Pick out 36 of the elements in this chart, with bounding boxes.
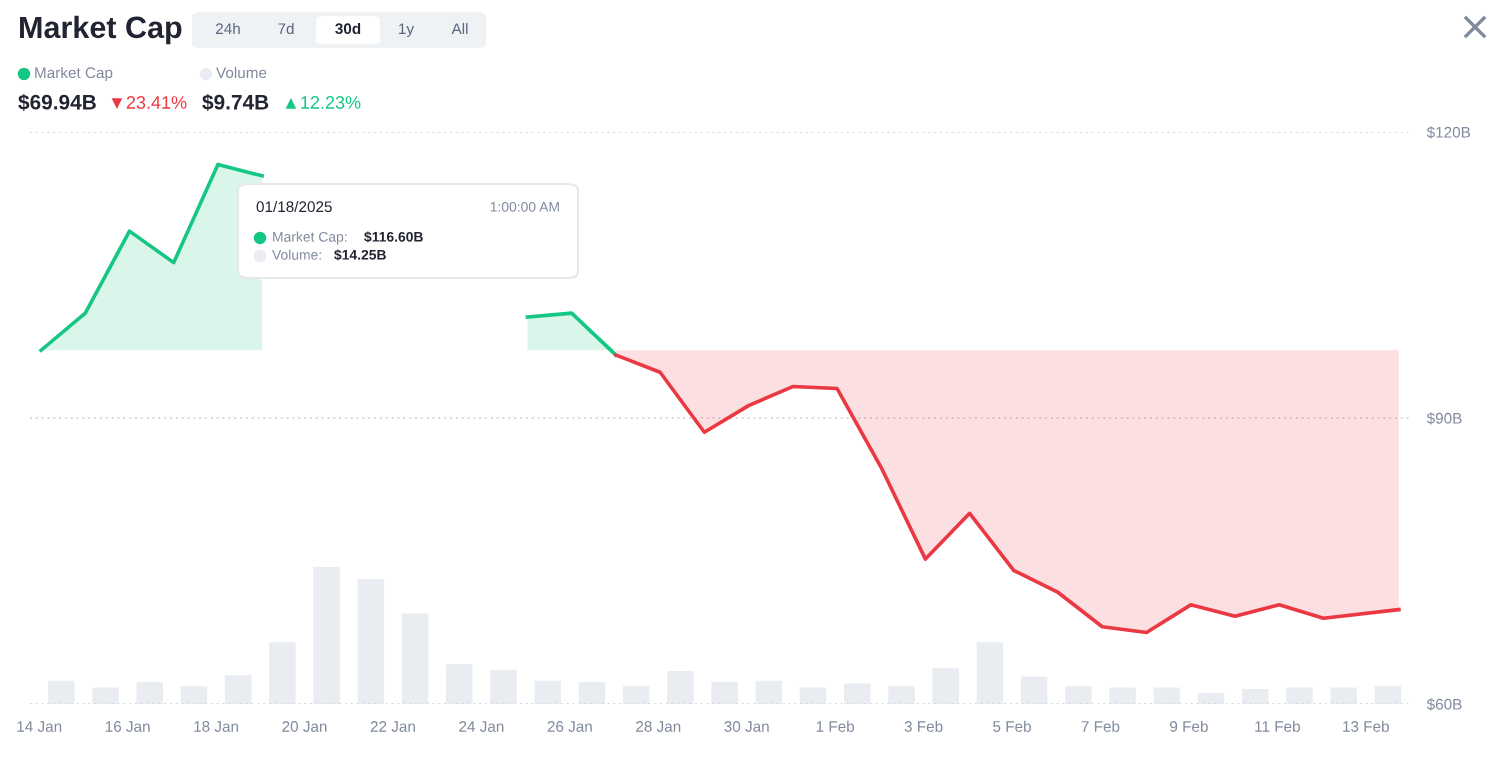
bar [667,671,694,704]
bar [711,682,738,704]
bar [932,668,959,704]
bar [446,664,473,704]
bar [888,686,915,704]
bar [622,686,650,704]
text: $69.94B [18,93,96,111]
bar [269,642,296,704]
text: ▲12.23% [285,96,361,109]
bar [799,687,827,704]
text: $9.74B [202,93,269,111]
text: ▼23.41% [111,96,187,109]
bar [92,687,119,704]
bar [534,680,561,704]
bar [1241,688,1269,704]
chart-title: Market Cap [20,15,182,45]
bar [976,642,1004,704]
bar [357,579,385,704]
bar [755,680,783,704]
bar [224,675,252,704]
bar [1197,693,1225,704]
bar [844,683,871,704]
bar [1374,686,1402,704]
bar [490,669,517,704]
bar [1109,687,1136,704]
bar [401,613,429,704]
bar [48,680,75,704]
bar [1020,676,1048,704]
bar [180,686,208,704]
bar [1065,686,1092,704]
bar [1286,687,1313,704]
bar [1153,687,1181,704]
bar [578,682,606,704]
bar [313,566,340,704]
bar [136,682,164,704]
bar [1330,687,1357,704]
